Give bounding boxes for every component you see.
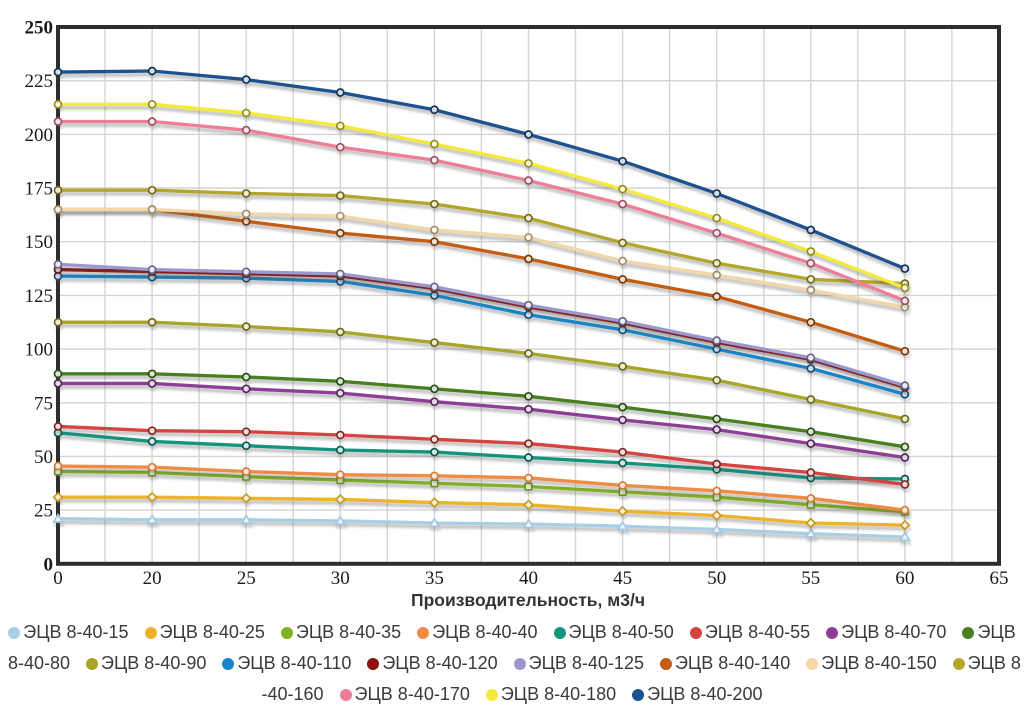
svg-text:50: 50 <box>707 568 726 589</box>
svg-text:0: 0 <box>44 554 54 575</box>
svg-text:50: 50 <box>34 447 53 468</box>
svg-text:200: 200 <box>25 125 54 146</box>
svg-text:175: 175 <box>25 179 54 200</box>
svg-text:55: 55 <box>801 568 820 589</box>
svg-text:20: 20 <box>143 568 162 589</box>
svg-text:60: 60 <box>895 568 914 589</box>
svg-text:250: 250 <box>25 18 54 39</box>
svg-text:35: 35 <box>425 568 444 589</box>
svg-text:225: 225 <box>25 71 54 92</box>
svg-text:40: 40 <box>519 568 538 589</box>
svg-text:25: 25 <box>34 501 53 522</box>
svg-text:0: 0 <box>53 568 63 589</box>
svg-text:75: 75 <box>34 393 53 414</box>
svg-text:125: 125 <box>25 286 54 307</box>
svg-text:100: 100 <box>25 340 54 361</box>
svg-text:30: 30 <box>331 568 350 589</box>
svg-text:65: 65 <box>990 568 1009 589</box>
svg-text:Производительность, м3/ч: Производительность, м3/ч <box>411 590 645 610</box>
svg-text:150: 150 <box>25 232 54 253</box>
svg-text:45: 45 <box>613 568 632 589</box>
svg-text:25: 25 <box>237 568 256 589</box>
